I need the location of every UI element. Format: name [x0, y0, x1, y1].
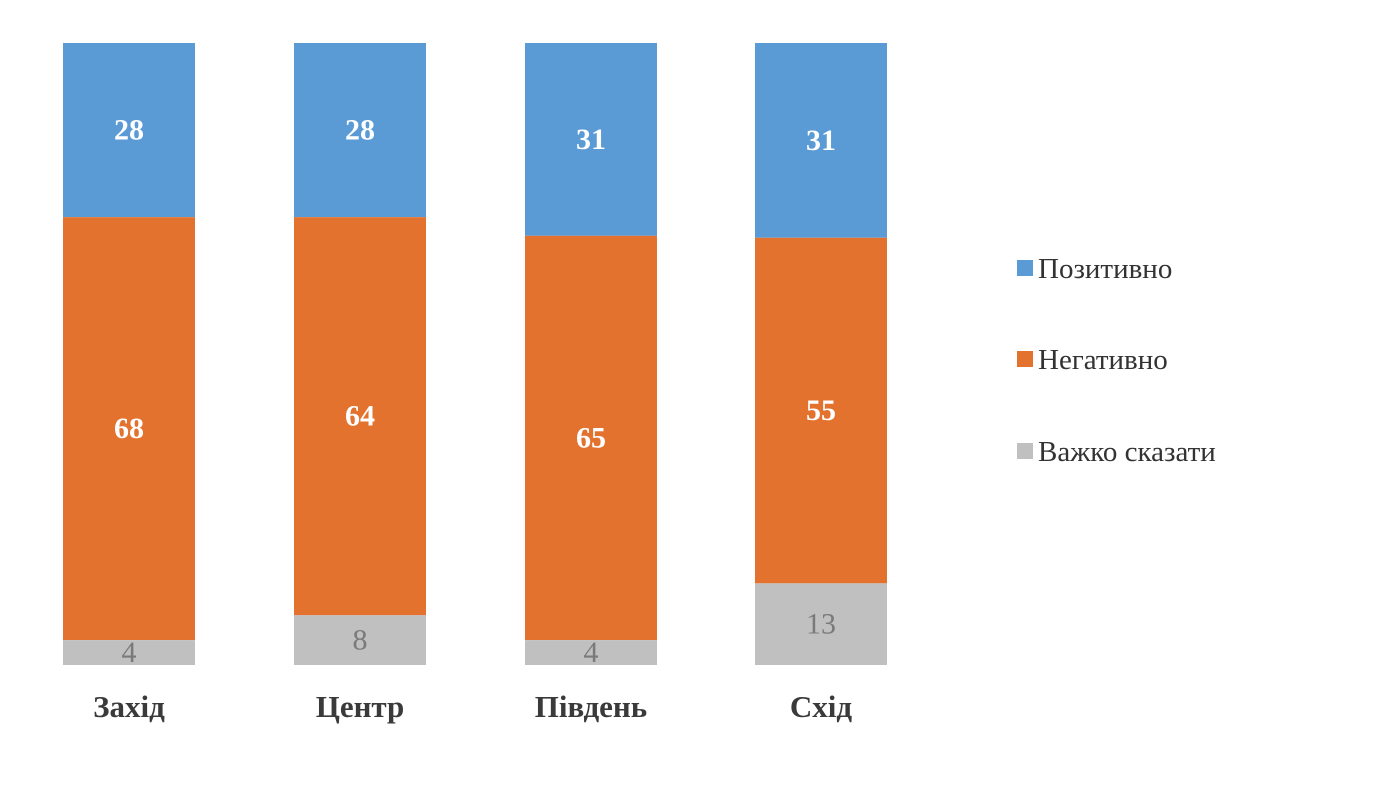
bar-2-segment-1-value-label: 28 — [345, 114, 375, 147]
bar-3-segment-3 — [525, 640, 657, 665]
category-label-1: Захід — [93, 689, 165, 724]
category-label-4: Схід — [790, 689, 853, 724]
bar-4-segment-2 — [755, 237, 887, 584]
bar-2-segment-2 — [294, 217, 426, 616]
legend-label-2: Негативно — [1038, 344, 1168, 376]
bar-1-segment-1-value-label: 28 — [114, 114, 144, 147]
bar-3-segment-1 — [525, 43, 657, 236]
bar-1-segment-3-value-label: 4 — [122, 636, 137, 669]
bar-3-segment-2 — [525, 235, 657, 641]
bar-2-segment-2-value-label: 64 — [345, 400, 375, 433]
legend: Позитивно Негативно Важко сказати — [1017, 253, 1216, 468]
bar-2-segment-3 — [294, 615, 426, 665]
bar-4-segment-1 — [755, 43, 887, 238]
legend-swatch-3 — [1017, 443, 1033, 459]
bar-3-segment-2-value-label: 65 — [576, 421, 606, 454]
legend-swatch-1 — [1017, 260, 1033, 276]
legend-label-3: Важко сказати — [1038, 436, 1216, 468]
bar-2-segment-1 — [294, 43, 426, 218]
bar-1-segment-1 — [63, 43, 195, 218]
bar-4-segment-1-value-label: 31 — [806, 124, 836, 157]
bar-1-segment-2-value-label: 68 — [114, 412, 144, 445]
bar-4-segment-3-value-label: 13 — [806, 608, 836, 641]
legend-swatch-2 — [1017, 351, 1033, 367]
bars-layer: 28 68 4 28 64 8 31 65 4 31 55 13 — [63, 43, 887, 669]
bar-1-segment-3 — [63, 640, 195, 665]
bar-3-segment-1-value-label: 31 — [576, 123, 606, 156]
bar-4-segment-2-value-label: 55 — [806, 394, 836, 427]
category-labels: Захід Центр Південь Схід — [93, 689, 852, 724]
bar-3-segment-3-value-label: 4 — [584, 636, 599, 669]
category-label-2: Центр — [316, 689, 405, 724]
category-label-3: Південь — [535, 689, 647, 724]
legend-label-1: Позитивно — [1038, 253, 1172, 285]
bar-2-segment-3-value-label: 8 — [353, 624, 368, 657]
bar-4-segment-3 — [755, 583, 887, 665]
bar-1-segment-2 — [63, 217, 195, 641]
